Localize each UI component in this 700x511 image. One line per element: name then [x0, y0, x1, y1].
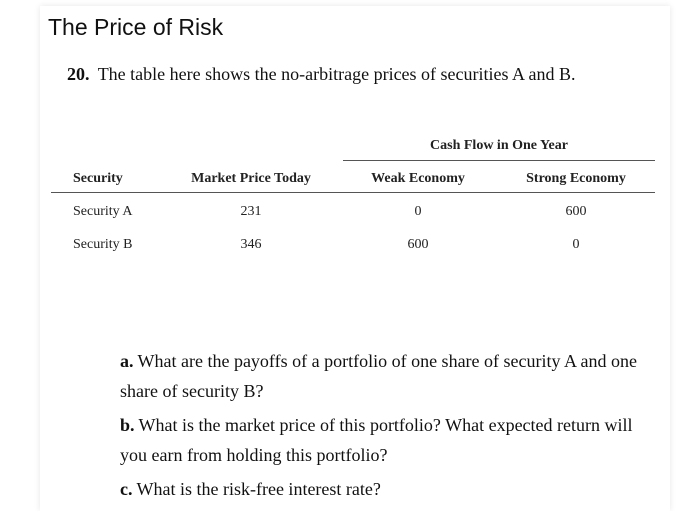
part-text: What are the payoffs of a portfolio of o…: [120, 351, 637, 401]
column-header-strong-economy: Strong Economy: [526, 171, 626, 186]
cash-flow-group-header: Cash Flow in One Year: [430, 138, 568, 153]
table-cell: 231: [240, 204, 262, 219]
column-header-security: Security: [73, 171, 123, 186]
table-cell: 600: [407, 237, 429, 252]
table-cell: 346: [240, 237, 262, 252]
part-text: What is the market price of this portfol…: [120, 415, 633, 465]
table-cell: 600: [565, 204, 587, 219]
question-statement: 20. The table here shows the no-arbitrag…: [67, 64, 576, 85]
question-parts: a. What are the payoffs of a portfolio of…: [120, 346, 650, 508]
table-cell: Security B: [73, 237, 133, 252]
table-cell: 0: [414, 204, 422, 219]
content-card: [40, 6, 670, 511]
table-cell: 0: [572, 237, 580, 252]
column-header-weak-economy: Weak Economy: [371, 171, 465, 186]
column-header-market-price: Market Price Today: [191, 171, 311, 186]
part-label: c.: [120, 479, 133, 499]
part-label: b.: [120, 415, 135, 435]
group-header-rule: [343, 160, 655, 161]
question-part-c: c. What is the risk-free interest rate?: [120, 474, 650, 504]
part-text: What is the risk-free interest rate?: [136, 479, 381, 499]
page-title: The Price of Risk: [48, 14, 224, 40]
column-header-rule: [51, 192, 655, 193]
part-label: a.: [120, 351, 134, 371]
question-number: 20.: [67, 64, 90, 84]
table-cell: Security A: [73, 204, 133, 219]
question-part-b: b. What is the market price of this portf…: [120, 410, 650, 470]
question-part-a: a. What are the payoffs of a portfolio of…: [120, 346, 650, 406]
question-text: The table here shows the no-arbitrage pr…: [97, 64, 576, 84]
